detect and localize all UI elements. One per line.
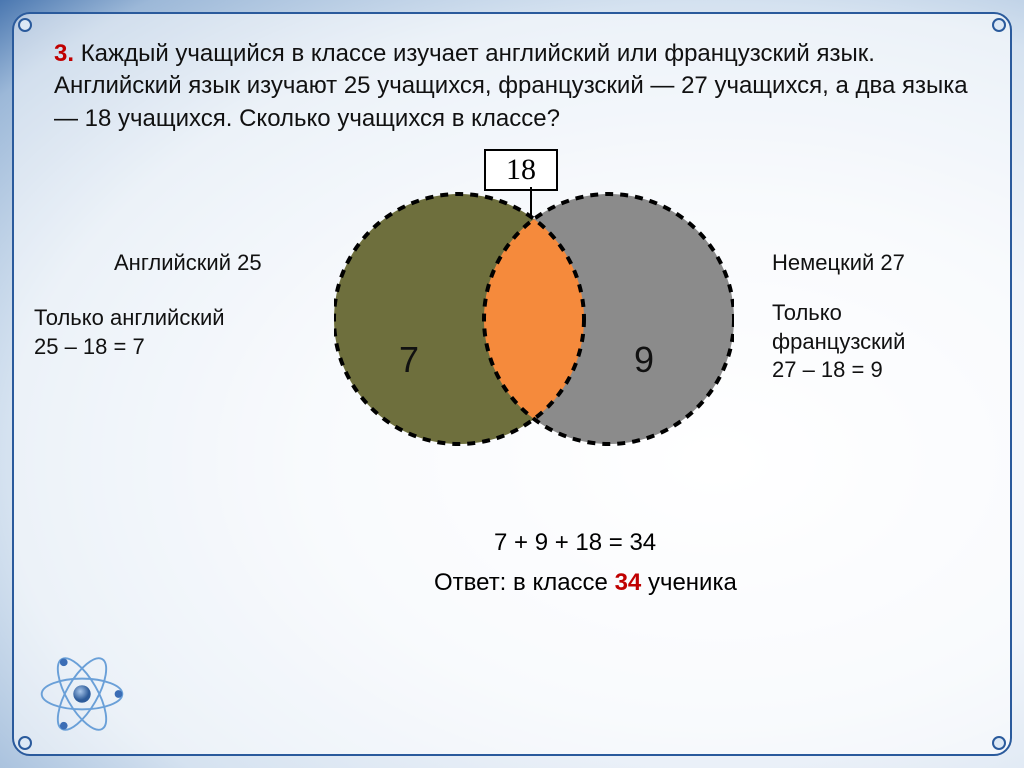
problem-body: Каждый учащийся в классе изучает английс… (54, 40, 968, 132)
label-german-total: Немецкий 27 (772, 249, 905, 278)
only-english-line2: 25 – 18 = 7 (34, 334, 145, 359)
venn-left-value: 7 (399, 339, 419, 381)
corner-dot (18, 736, 32, 750)
answer-prefix: Ответ: в классе (434, 569, 615, 596)
label-only-french: Только французский 27 – 18 = 9 (772, 299, 905, 385)
answer-suffix: ученика (641, 569, 737, 596)
answer-calculation: 7 + 9 + 18 = 34 (494, 529, 656, 557)
venn-svg (334, 179, 734, 459)
label-only-english: Только английский 25 – 18 = 7 (34, 304, 225, 361)
slide-frame: 3. Каждый учащийся в классе изучает англ… (12, 12, 1012, 756)
only-french-line1: Только (772, 300, 842, 325)
venn-diagram: 7 9 (334, 179, 734, 459)
label-english-total: Английский 25 (114, 249, 262, 278)
only-english-line1: Только английский (34, 305, 225, 330)
only-french-line3: 27 – 18 = 9 (772, 357, 883, 382)
only-french-line2: французский (772, 329, 905, 354)
corner-dot (18, 18, 32, 32)
answer-sentence: Ответ: в классе 34 ученика (434, 569, 737, 597)
corner-dot (992, 18, 1006, 32)
atom-icon (34, 646, 130, 742)
problem-text: 3. Каждый учащийся в классе изучает англ… (54, 38, 970, 135)
venn-right-value: 9 (634, 339, 654, 381)
diagram-stage: 18 Английский 25 Немецкий 27 Только англ… (54, 149, 970, 619)
problem-number: 3. (54, 40, 74, 67)
answer-highlight: 34 (615, 569, 642, 596)
corner-dot (992, 736, 1006, 750)
